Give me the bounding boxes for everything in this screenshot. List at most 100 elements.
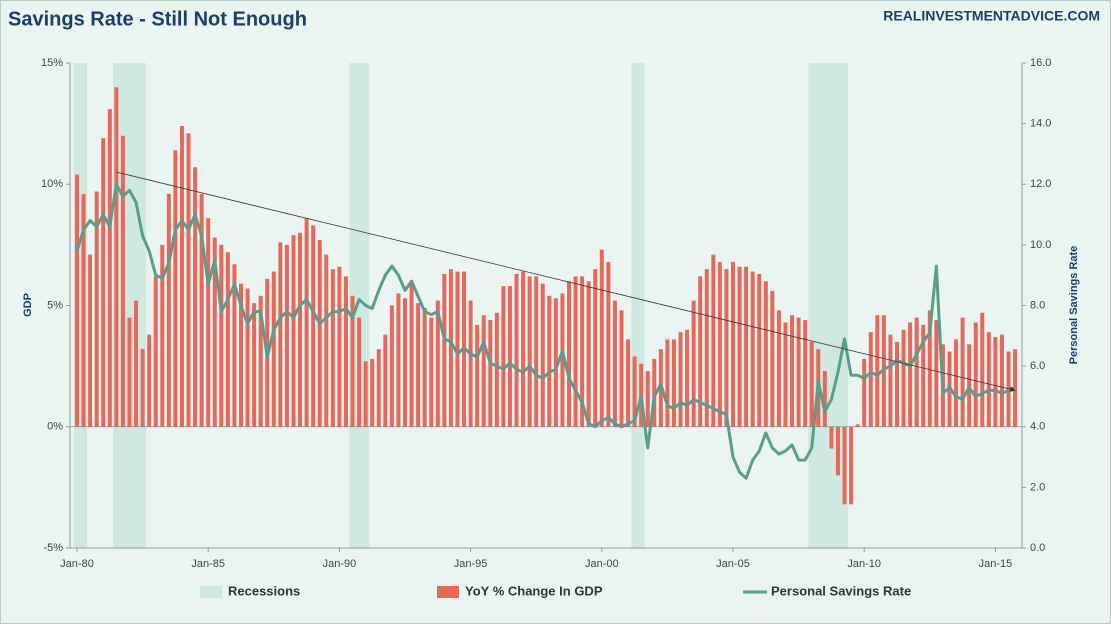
bar <box>573 276 578 427</box>
bar <box>645 370 650 427</box>
recession-band <box>815 63 822 548</box>
y-tick-label: 10% <box>41 178 63 190</box>
bar <box>232 264 237 427</box>
legend-swatch <box>437 586 459 598</box>
recession-band <box>841 63 849 548</box>
bar <box>88 254 93 427</box>
recession-band <box>821 63 829 548</box>
bar <box>370 358 375 427</box>
bar <box>704 269 709 427</box>
recession-band <box>139 63 147 548</box>
bar <box>783 322 788 427</box>
bar <box>219 244 224 427</box>
bar <box>744 266 749 427</box>
bar <box>980 312 985 427</box>
bar <box>698 276 703 427</box>
bar <box>868 332 873 427</box>
recession-band <box>355 63 363 548</box>
x-tick-label: Jan-90 <box>323 558 357 570</box>
y2-axis-title: Personal Savings Rate <box>1068 246 1080 365</box>
bar <box>553 298 558 427</box>
bar <box>468 300 473 427</box>
bar <box>685 329 690 427</box>
bar <box>357 317 362 427</box>
legend-label: Recessions <box>228 583 300 598</box>
bar <box>475 324 480 427</box>
bar <box>954 339 959 427</box>
bar <box>140 349 145 427</box>
bar <box>81 193 86 427</box>
source: REALINVESTMENTADVICE.COM <box>883 8 1100 24</box>
bar <box>895 341 899 427</box>
bar <box>626 339 631 427</box>
bar <box>501 286 506 427</box>
y-tick-label: 15% <box>41 57 63 69</box>
bar <box>731 261 735 427</box>
recession-band <box>808 63 816 548</box>
bar <box>776 310 781 427</box>
bar <box>376 349 381 427</box>
legend-label: YoY % Change In GDP <box>465 583 603 598</box>
bar <box>239 283 243 427</box>
bar <box>986 332 991 427</box>
y2-tick-label: 0.0 <box>1030 542 1045 554</box>
bar <box>540 283 545 427</box>
bar <box>829 426 834 449</box>
y-axis-title: GDP <box>22 293 34 317</box>
bar <box>934 320 939 427</box>
bar <box>278 242 283 427</box>
bar <box>337 266 342 427</box>
bar <box>363 361 368 427</box>
bar <box>134 300 139 427</box>
bar <box>606 261 611 427</box>
bar <box>901 329 906 427</box>
bar <box>678 332 683 427</box>
bar <box>127 317 132 427</box>
bar <box>429 317 434 427</box>
bar <box>521 271 526 427</box>
bar <box>960 317 965 427</box>
recession-band <box>637 63 645 548</box>
bar <box>671 339 676 427</box>
y-tick-label: 5% <box>47 299 63 311</box>
bar <box>724 269 729 427</box>
bar <box>94 191 99 427</box>
bar <box>507 286 512 427</box>
bar <box>835 426 840 476</box>
recession-band <box>631 63 639 548</box>
bar <box>999 334 1004 427</box>
bar <box>770 290 775 427</box>
bar <box>796 317 801 427</box>
bar <box>120 135 125 427</box>
x-tick-label: Jan-10 <box>847 558 881 570</box>
bar <box>166 193 171 427</box>
y-tick-label: -5% <box>43 542 63 554</box>
bar <box>481 315 486 427</box>
bar <box>737 266 742 427</box>
bar <box>442 273 447 427</box>
bar <box>422 307 427 427</box>
bar <box>514 273 519 427</box>
y2-tick-label: 8.0 <box>1030 299 1045 311</box>
bar <box>114 87 119 427</box>
bar <box>160 244 165 427</box>
y-tick-label: 0% <box>47 421 63 433</box>
bar <box>750 271 755 427</box>
bar <box>311 225 316 427</box>
bar <box>619 310 624 427</box>
bar <box>855 424 860 427</box>
bar <box>842 426 847 505</box>
recession-band <box>828 63 835 548</box>
x-tick-label: Jan-00 <box>585 558 619 570</box>
bar <box>75 174 79 427</box>
bar <box>586 281 591 427</box>
savings-line <box>75 182 1016 480</box>
bar <box>101 138 106 427</box>
bar <box>212 237 217 427</box>
y2-tick-label: 10.0 <box>1030 239 1051 251</box>
bar <box>206 218 211 427</box>
bar <box>147 334 152 427</box>
bar <box>612 300 617 427</box>
bar <box>350 295 355 427</box>
bar <box>665 339 670 427</box>
